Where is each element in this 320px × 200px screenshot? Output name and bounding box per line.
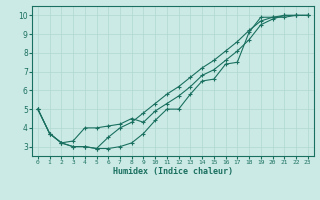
X-axis label: Humidex (Indice chaleur): Humidex (Indice chaleur)	[113, 167, 233, 176]
